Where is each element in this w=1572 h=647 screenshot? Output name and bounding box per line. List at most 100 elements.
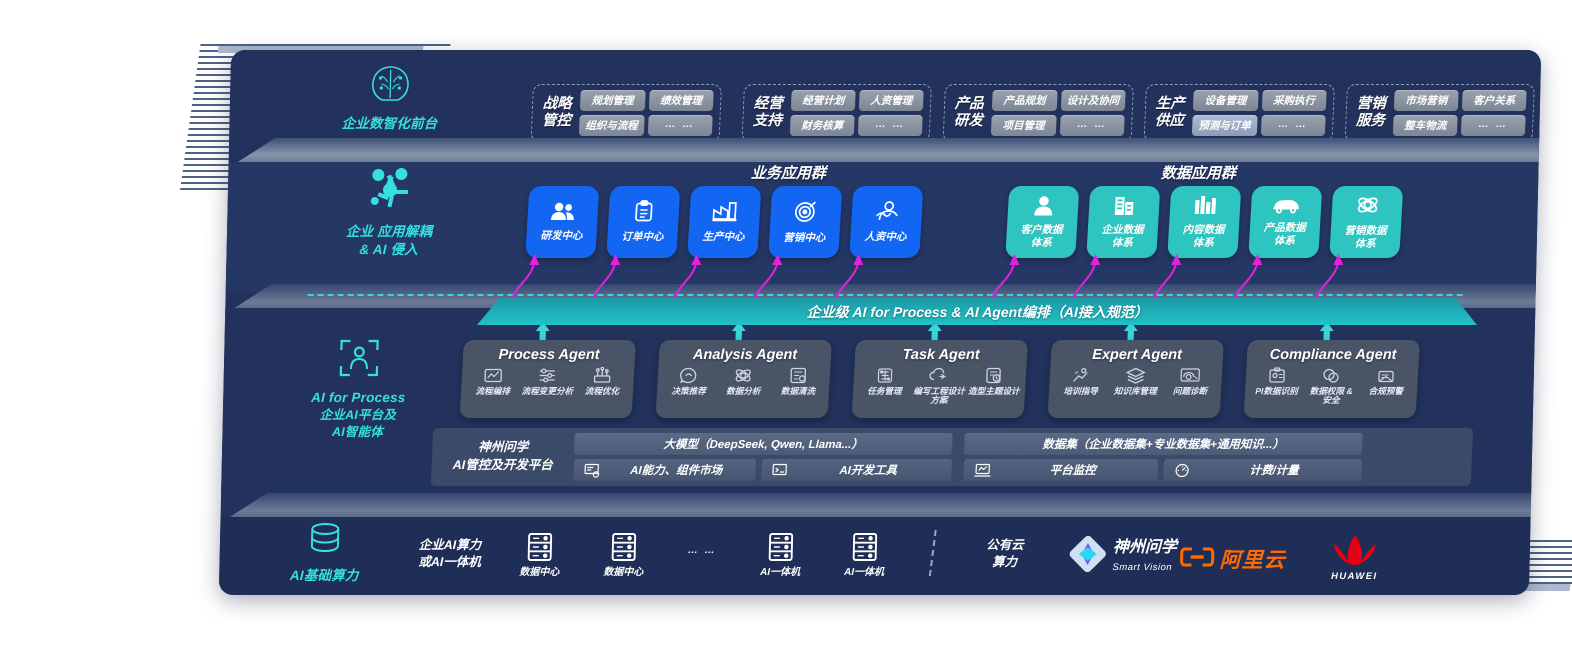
platform-monitor-bar[interactable]: 平台监控	[963, 459, 1159, 481]
layers-icon	[1109, 367, 1161, 396]
agent-process[interactable]: Process Agent 流程编排 流程变更分析	[459, 340, 636, 418]
vendor-smartvision[interactable]: 神州问学 Smart Vision	[1067, 534, 1177, 579]
dataset-bar[interactable]: 数据集（企业数据集+专业数据集+通用知识...）	[963, 433, 1363, 455]
agent-analysis[interactable]: Analysis Agent 决策推荐 数据分析	[655, 340, 832, 418]
alert-mail-icon	[1360, 367, 1412, 396]
agent-feature[interactable]: 任务管理	[858, 367, 911, 406]
domain-cell[interactable]: 财务核算	[789, 115, 855, 136]
app-card-label: 研发中心	[540, 230, 583, 242]
app-card-label: 生产中心	[702, 231, 745, 243]
component-market-icon	[583, 463, 601, 478]
data-app-cards: 客户数据 体系 企业数据 体系	[1005, 186, 1404, 258]
data-app-group-title: 数据应用群	[1160, 165, 1237, 182]
domain-cell[interactable]: 客户关系	[1461, 90, 1527, 111]
ai-capability-market-label: AI能力、组件市场	[629, 465, 723, 477]
domain-group-manufacturing[interactable]: 生产 供应 设备管理 采购执行 预测与订单 … …	[1143, 84, 1335, 142]
domain-cell[interactable]: 规划管理	[579, 90, 646, 111]
infra-unit-datacenter-1[interactable]: 数据中心	[519, 532, 560, 580]
domain-cell[interactable]: 项目管理	[990, 115, 1057, 136]
domain-cell-more[interactable]: … …	[1460, 115, 1526, 136]
agent-name: Expert Agent	[1092, 347, 1183, 363]
domain-group-name: 营销 服务	[1355, 95, 1386, 129]
business-app-group-title: 业务应用群	[750, 165, 827, 182]
vendor-name: 阿里云	[1219, 549, 1286, 572]
ai-dev-tool-bar[interactable]: AI开发工具	[761, 459, 953, 481]
billing-bar[interactable]: 计费/计量	[1163, 459, 1363, 481]
domain-cell[interactable]: 预测与订单	[1191, 115, 1258, 136]
vendor-sub: Smart Vision	[1112, 561, 1173, 573]
car-icon	[1271, 197, 1300, 223]
data-card-product[interactable]: 产品数据 体系	[1248, 186, 1323, 258]
shield-cloud-icon	[1305, 367, 1357, 396]
domain-group-marketing-service[interactable]: 营销 服务 市场营销 客户关系 整车物流 … …	[1344, 84, 1535, 142]
data-clean-icon	[772, 367, 824, 396]
agent-feature[interactable]: 决策推荐	[663, 367, 716, 396]
server-icon	[844, 532, 885, 578]
app-card-production-center[interactable]: 生产中心	[687, 186, 762, 258]
domain-cell[interactable]: 人资管理	[858, 90, 924, 111]
domain-group-operations[interactable]: 经营 支持 经营计划 人资管理 财务核算 … …	[741, 84, 932, 142]
domain-cell[interactable]: 产品规划	[991, 90, 1058, 111]
app-card-order-center[interactable]: 订单中心	[606, 186, 681, 258]
agent-feature[interactable]: 数据分析	[717, 367, 770, 396]
app-card-marketing-center[interactable]: 营销中心	[768, 186, 843, 258]
domain-cell[interactable]: 整车物流	[1392, 115, 1458, 136]
vendor-huawei[interactable]: HUAWEI	[1314, 534, 1395, 582]
agent-feature[interactable]: 数据清洗	[772, 367, 825, 396]
billing-label: 计费/计量	[1249, 465, 1299, 477]
agent-task[interactable]: Task Agent 任务管理 编写工程设计方案	[851, 340, 1028, 418]
agent-feature[interactable]: 问题诊断	[1164, 367, 1217, 396]
data-card-content[interactable]: 内容数据 体系	[1167, 186, 1242, 258]
brain-icon	[290, 64, 491, 109]
domain-cell[interactable]: 经营计划	[790, 90, 856, 111]
infra-unit-datacenter-2[interactable]: 数据中心	[603, 532, 644, 580]
users-icon	[549, 201, 577, 230]
data-card-customer[interactable]: 客户数据 体系	[1005, 186, 1080, 258]
vendor-aliyun[interactable]: 阿里云	[1179, 544, 1286, 574]
database-icon	[225, 522, 426, 561]
agent-feature[interactable]: 培训指导	[1055, 367, 1108, 396]
domain-group-product-rd[interactable]: 产品 研发 产品规划 设计及协同 项目管理 … …	[942, 84, 1134, 142]
domain-group-strategy[interactable]: 战略 管控 规划管理 绩效管理 组织与流程 … …	[530, 84, 722, 142]
domain-cell[interactable]: 设计及协同	[1060, 90, 1126, 111]
domain-cell-more[interactable]: … …	[1260, 115, 1326, 136]
agent-expert[interactable]: Expert Agent 培训指导 知识库管理	[1047, 340, 1224, 418]
domain-cell[interactable]: 绩效管理	[648, 90, 714, 111]
domain-cell-more[interactable]: … …	[647, 115, 713, 136]
domain-cell-more[interactable]: … …	[1059, 115, 1125, 136]
app-card-hr-center[interactable]: 人资中心	[849, 186, 924, 258]
business-app-cards: 研发中心 订单中心 生产中心	[525, 186, 924, 258]
agent-feature[interactable]: PI数据识别	[1250, 367, 1303, 406]
smartvision-logo	[1067, 534, 1108, 579]
agent-feature[interactable]: 数据权限 & 安全	[1305, 367, 1358, 406]
data-card-enterprise[interactable]: 企业数据 体系	[1086, 186, 1161, 258]
domain-cell[interactable]: 设备管理	[1192, 90, 1259, 111]
atom-icon	[1355, 194, 1380, 225]
agent-feature[interactable]: 造型主题设计	[967, 367, 1020, 406]
app-card-rd-center[interactable]: 研发中心	[525, 186, 600, 258]
agent-name: Process Agent	[498, 347, 600, 363]
orchestration-band[interactable]: 企业级 AI for Process & AI Agent编排（AI接入规范）	[477, 298, 1478, 325]
agent-feature[interactable]: 合规预警	[1359, 367, 1412, 406]
agent-feature[interactable]: 流程变更分析	[521, 367, 574, 396]
rail-compute: AI基础算力	[224, 522, 425, 585]
data-card-marketing[interactable]: 营销数据 体系	[1329, 186, 1404, 258]
domain-cell[interactable]: 市场营销	[1393, 90, 1459, 111]
agent-compliance[interactable]: Compliance Agent PI数据识别 数据权限 &	[1243, 340, 1420, 418]
agent-feature[interactable]: 流程编排	[467, 367, 520, 396]
data-card-label: 产品数据 体系	[1263, 222, 1306, 247]
infra-unit-appliance-1[interactable]: AI一体机	[760, 532, 801, 580]
domain-cell[interactable]: 采购执行	[1261, 90, 1327, 111]
orchestration-band-label: 企业级 AI for Process & AI Agent编排（AI接入规范）	[806, 303, 1149, 320]
aliyun-logo	[1179, 546, 1216, 573]
domain-cell[interactable]: 组织与流程	[578, 115, 645, 136]
ai-capability-market-bar[interactable]: AI能力、组件市场	[573, 459, 757, 481]
agent-feature[interactable]: 编写工程设计方案	[913, 367, 966, 406]
server-icon	[603, 532, 644, 578]
domain-cell-more[interactable]: … …	[857, 115, 923, 136]
rail-app-decoupling-label-1: 企业 应用解耦	[345, 224, 433, 239]
infra-unit-appliance-2[interactable]: AI一体机	[844, 532, 885, 580]
agent-feature[interactable]: 流程优化	[576, 367, 629, 396]
agent-feature[interactable]: 知识库管理	[1109, 367, 1162, 396]
llm-bar[interactable]: 大模型（DeepSeek, Qwen, Llama...）	[573, 433, 953, 455]
